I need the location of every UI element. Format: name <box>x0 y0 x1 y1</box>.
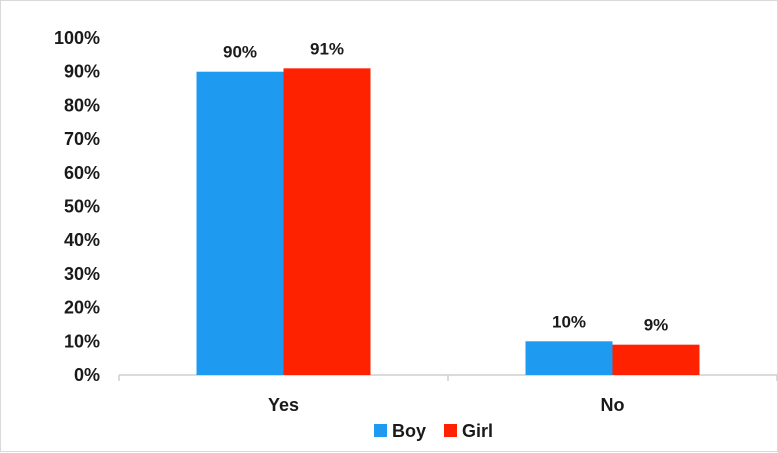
y-axis-tick-labels: 0% 10% 20% 30% 40% 50% 60% 70% 80% 90% 100% <box>54 28 100 385</box>
x-category-label: No <box>601 395 625 415</box>
y-tick-label: 60% <box>64 163 100 183</box>
y-tick-label: 30% <box>64 264 100 284</box>
data-label-girl-no: 9% <box>644 316 669 335</box>
y-tick-label: 40% <box>64 230 100 250</box>
bar-boy-yes <box>196 71 284 375</box>
y-tick-label: 90% <box>64 62 100 82</box>
y-tick-label: 0% <box>74 365 100 385</box>
legend-swatch-girl <box>444 424 457 437</box>
x-axis-tick-marks <box>118 375 778 381</box>
legend-label-girl: Girl <box>462 421 493 441</box>
bar-girl-no <box>612 344 700 375</box>
bars <box>196 68 700 375</box>
x-category-label: Yes <box>268 395 299 415</box>
y-tick-label: 10% <box>64 331 100 351</box>
bar-boy-no <box>525 341 613 375</box>
legend-swatch-boy <box>374 424 387 437</box>
y-tick-label: 20% <box>64 298 100 318</box>
data-label-boy-no: 10% <box>552 312 586 331</box>
y-tick-label: 70% <box>64 129 100 149</box>
y-tick-label: 100% <box>54 28 100 48</box>
y-tick-label: 80% <box>64 95 100 115</box>
data-label-girl-yes: 91% <box>310 39 344 58</box>
data-label-boy-yes: 90% <box>223 43 257 62</box>
y-tick-label: 50% <box>64 197 100 217</box>
legend-label-boy: Boy <box>392 421 426 441</box>
legend: Boy Girl <box>374 421 493 441</box>
bar-girl-yes <box>283 68 371 375</box>
x-axis-category-labels: Yes No <box>268 395 625 415</box>
data-labels: 90% 91% 10% 9% <box>223 39 668 334</box>
